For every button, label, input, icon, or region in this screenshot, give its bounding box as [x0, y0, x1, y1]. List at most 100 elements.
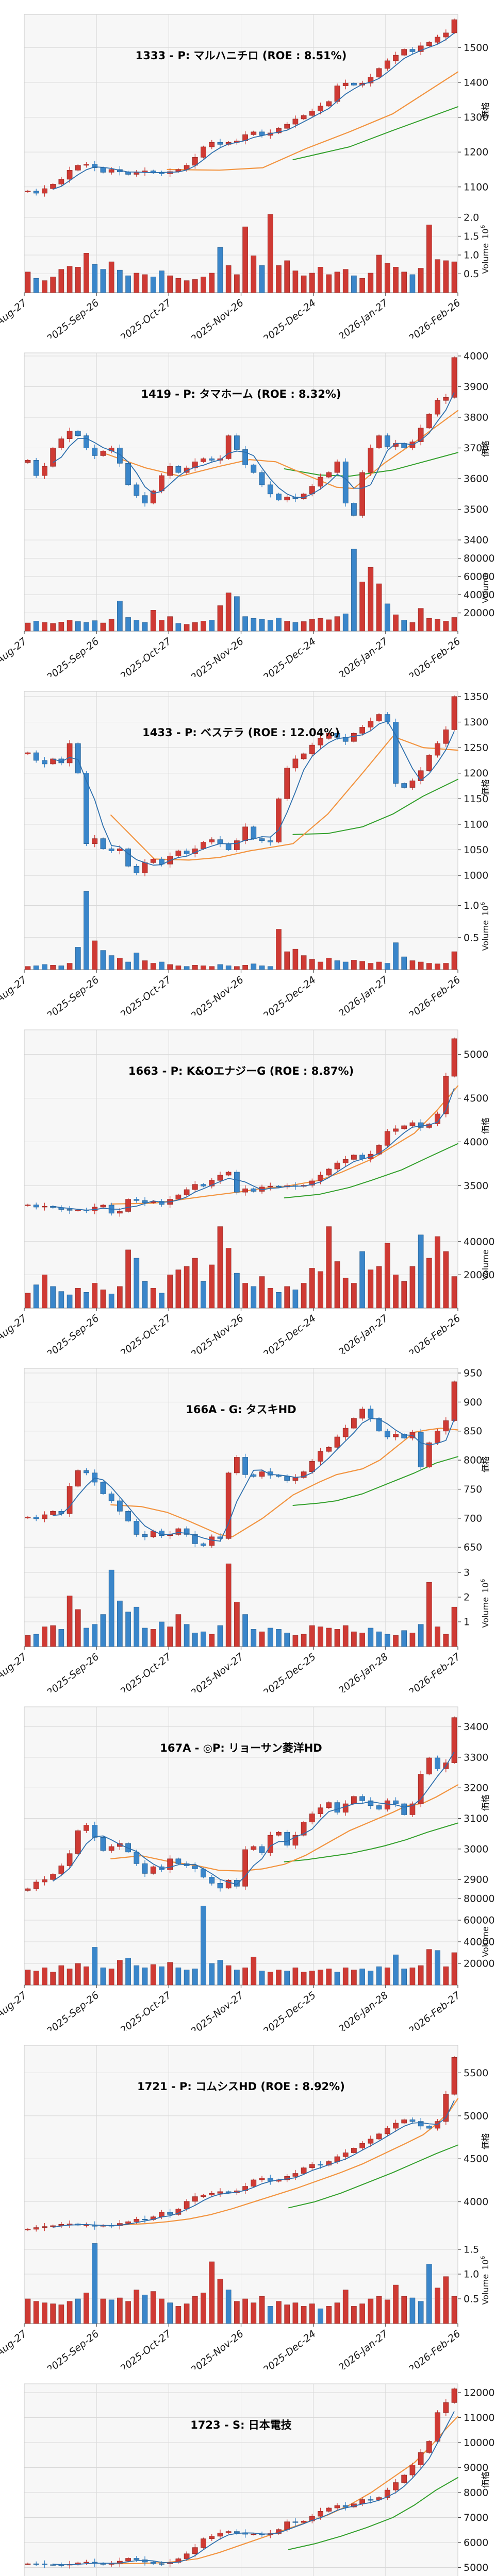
- volume-axis-labels: 1 2 3: [458, 1567, 470, 1628]
- svg-text:800: 800: [464, 1455, 482, 1466]
- price-axis-labels: 1100 1200 1300 1400 1500: [458, 42, 488, 193]
- svg-text:2025-Nov-27: 2025-Nov-27: [189, 1990, 246, 2031]
- stock-chart-167A: 2900 3000 3100 3200 3300 3400 価格 200000 400000 60…: [0, 1692, 495, 2031]
- svg-text:4000: 4000: [464, 2196, 488, 2208]
- svg-text:200000: 200000: [464, 607, 495, 619]
- plot-border: [24, 2383, 458, 2576]
- ma-short-line: [53, 32, 455, 190]
- svg-text:5000: 5000: [464, 2110, 488, 2122]
- svg-text:600000: 600000: [464, 571, 495, 582]
- candlesticks: [25, 1716, 457, 1892]
- stock-chart-1419: 3400 3500 3600 3700 3800 3900 4000 価格 200000 4000…: [0, 338, 495, 677]
- volume-axis-labels: 0.5 1.0 1.5 2.0: [458, 212, 479, 280]
- chart-canvas-166A: 650 700 750 800 850 900 950 価格 1 2 3 Volume106 2025-…: [0, 1368, 490, 1692]
- svg-text:3100: 3100: [464, 1813, 488, 1824]
- svg-text:1200: 1200: [464, 147, 488, 158]
- price-axis-labels: 3400 3500 3600 3700 3800 3900 4000: [458, 350, 488, 546]
- volume-axis-title: Volume: [481, 1249, 490, 1280]
- svg-text:3500: 3500: [464, 1180, 488, 1192]
- svg-text:2025-Dec-24: 2025-Dec-24: [261, 1313, 318, 1354]
- svg-text:6000: 6000: [464, 2537, 488, 2548]
- svg-text:3500: 3500: [464, 504, 488, 515]
- price-axis-title: 価格: [481, 1794, 490, 1811]
- svg-text:1200: 1200: [464, 768, 488, 779]
- svg-text:3200: 3200: [464, 1783, 488, 1794]
- svg-text:1300: 1300: [464, 112, 488, 123]
- ma-long-line: [292, 778, 458, 835]
- chart-canvas-1433: 1000 1050 1100 1150 1200 1250 1300 1350 価格 0.5 1.0…: [0, 691, 490, 1015]
- svg-text:1000: 1000: [464, 870, 488, 882]
- svg-text:200000: 200000: [464, 1269, 495, 1281]
- svg-text:2025-Dec-25: 2025-Dec-25: [261, 1990, 318, 2031]
- svg-text:2025-Aug-27: 2025-Aug-27: [0, 1313, 29, 1354]
- stock-chart-1663: 3500 4000 4500 5000 価格 200000 400000 Volume 2025…: [0, 1015, 495, 1354]
- svg-text:1350: 1350: [464, 691, 488, 702]
- chart-canvas-167A: 2900 3000 3100 3200 3300 3400 価格 200000 400000 60…: [0, 1706, 495, 2031]
- svg-text:7000: 7000: [464, 2512, 488, 2523]
- price-axis-title: 価格: [481, 2471, 490, 2488]
- ma-short-line: [53, 2411, 455, 2566]
- stock-chart-1433: 1000 1050 1100 1150 1200 1250 1300 1350 価格 0.5 1.0…: [0, 677, 495, 1015]
- svg-text:2025-Dec-24: 2025-Dec-24: [261, 297, 318, 338]
- svg-text:2025-Oct-27: 2025-Oct-27: [118, 1651, 173, 1692]
- volume-axis-title: Volume: [481, 572, 490, 603]
- svg-text:0.5: 0.5: [464, 932, 479, 943]
- svg-text:1400: 1400: [464, 77, 488, 88]
- svg-text:1150: 1150: [464, 793, 488, 805]
- ma-mid-line: [119, 2098, 459, 2226]
- volume-bars: [25, 1226, 457, 1309]
- svg-text:2025-Aug-27: 2025-Aug-27: [0, 297, 29, 338]
- ma-long-line: [292, 1456, 458, 1506]
- ma-long-line: [284, 452, 458, 477]
- svg-text:3000: 3000: [464, 1843, 488, 1855]
- svg-text:2025-Dec-24: 2025-Dec-24: [261, 636, 318, 677]
- svg-text:1.5: 1.5: [464, 231, 479, 242]
- chart-canvas-1663: 3500 4000 4500 5000 価格 200000 400000 Volume 2025…: [0, 1029, 495, 1354]
- volume-axis-title: Volume106: [480, 1579, 490, 1628]
- svg-text:8000: 8000: [464, 2487, 488, 2498]
- price-axis-labels: 2900 3000 3100 3200 3300 3400: [458, 1721, 488, 1886]
- svg-text:2025-Sep-26: 2025-Sep-26: [45, 1313, 102, 1354]
- ma-long-line: [288, 2477, 458, 2550]
- svg-text:1100: 1100: [464, 819, 488, 830]
- stock-chart-1723: 50006000700080009000100001100012000価格200…: [0, 2369, 495, 2576]
- price-axis-labels: 4000 4500 5000 5500: [458, 2067, 488, 2208]
- volume-bars: [25, 891, 457, 970]
- svg-text:2026-Feb-27: 2026-Feb-27: [406, 1651, 463, 1692]
- svg-text:2: 2: [464, 1592, 470, 1603]
- svg-text:2025-Oct-27: 2025-Oct-27: [118, 1313, 173, 1354]
- svg-text:2026-Feb-26: 2026-Feb-26: [406, 974, 463, 1015]
- candlesticks: [25, 18, 457, 197]
- x-axis-labels: 2025-Aug-27 2025-Sep-26 2025-Oct-27 2025-No…: [0, 1985, 463, 2031]
- svg-text:2025-Oct-27: 2025-Oct-27: [118, 1990, 173, 2031]
- svg-text:2025-Aug-27: 2025-Aug-27: [0, 1651, 29, 1692]
- ma-mid-line: [106, 410, 459, 489]
- ma-short-line: [53, 1418, 455, 1542]
- volume-bars: [25, 549, 457, 632]
- candlesticks: [25, 695, 457, 876]
- svg-text:2025-Nov-26: 2025-Nov-26: [189, 974, 246, 1015]
- ma-long-line: [288, 2144, 458, 2209]
- svg-text:0.5: 0.5: [464, 268, 479, 280]
- x-axis-labels: 2025-Aug-27 2025-Sep-26 2025-Oct-27 2025-No…: [0, 2324, 463, 2369]
- svg-text:1.0: 1.0: [464, 2269, 479, 2280]
- svg-text:2026-Jan-27: 2026-Jan-27: [336, 636, 390, 677]
- svg-text:3400: 3400: [464, 535, 488, 546]
- candlesticks: [25, 2387, 457, 2569]
- svg-text:2025-Nov-26: 2025-Nov-26: [189, 2328, 246, 2369]
- svg-text:900: 900: [464, 1397, 482, 1408]
- svg-text:650: 650: [464, 1542, 482, 1553]
- svg-text:1.0: 1.0: [464, 900, 479, 911]
- svg-text:2026-Jan-27: 2026-Jan-27: [336, 1313, 390, 1354]
- svg-text:2025-Oct-27: 2025-Oct-27: [118, 636, 173, 677]
- svg-text:2025-Dec-24: 2025-Dec-24: [261, 974, 318, 1015]
- svg-text:2026-Jan-27: 2026-Jan-27: [336, 974, 390, 1015]
- svg-text:2025-Dec-24: 2025-Dec-24: [261, 2328, 318, 2369]
- chart-canvas-1419: 3400 3500 3600 3700 3800 3900 4000 価格 200000 4000…: [0, 350, 495, 677]
- svg-text:4500: 4500: [464, 2154, 488, 2165]
- svg-text:5000: 5000: [464, 1049, 488, 1060]
- price-axis-title: 価格: [481, 102, 490, 118]
- svg-text:2025-Dec-25: 2025-Dec-25: [261, 1651, 318, 1692]
